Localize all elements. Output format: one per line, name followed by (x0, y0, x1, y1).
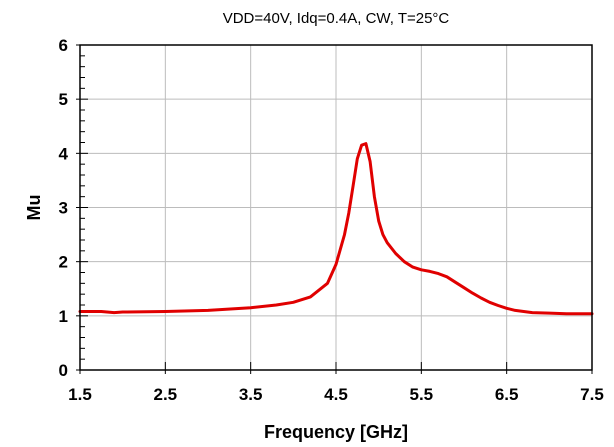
chart-title: VDD=40V, Idq=0.4A, CW, T=25°C (223, 10, 450, 27)
x-tick-label: 2.5 (154, 385, 178, 404)
y-tick-label: 1 (59, 307, 68, 326)
y-axis-label: Mu (24, 195, 44, 221)
plot-frame (79, 44, 593, 371)
x-axis-label: Frequency [GHz] (264, 422, 408, 442)
y-tick-label: 6 (59, 36, 68, 55)
y-tick-label: 4 (59, 144, 69, 163)
x-tick-label: 1.5 (68, 385, 92, 404)
axis-ticks: 1.5 2.5 3.5 4.5 5.5 6.5 7.5 0 1 2 3 4 5 6 (59, 36, 604, 404)
series-layer (78, 142, 594, 316)
y-tick-label: 2 (59, 253, 68, 272)
x-tick-label: 3.5 (239, 385, 263, 404)
x-tick-label: 4.5 (324, 385, 348, 404)
series-line-mu (78, 142, 594, 316)
x-tick-label: 7.5 (580, 385, 604, 404)
y-tick-label: 0 (59, 361, 68, 380)
y-tick-label: 3 (59, 199, 68, 218)
x-tick-label: 5.5 (410, 385, 434, 404)
y-tick-label: 5 (59, 90, 68, 109)
x-tick-label: 6.5 (495, 385, 519, 404)
grid-lines (80, 45, 592, 370)
